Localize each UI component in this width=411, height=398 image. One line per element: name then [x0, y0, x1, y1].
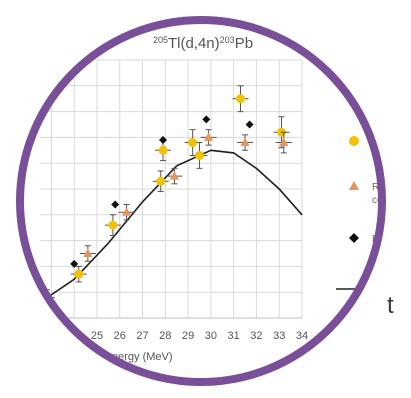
data-point-circle — [108, 220, 118, 230]
legend-label-2b: corr — [372, 195, 390, 206]
data-point-diamond — [202, 115, 211, 124]
chart-title: 205Tl(d,4n)203Pb — [153, 35, 253, 52]
data-point-diamond — [245, 120, 254, 129]
x-tick-label: 25 — [91, 330, 103, 342]
data-point-diamond — [159, 135, 168, 144]
x-tick-label: 26 — [114, 330, 126, 342]
x-tick-label: 29 — [182, 330, 194, 342]
legend-marker-circle — [349, 136, 359, 146]
title-mass1: 205 — [153, 35, 168, 45]
data-point-diamond — [70, 259, 79, 268]
fit-curve — [39, 149, 303, 304]
fit-curve-layer — [39, 149, 303, 304]
data-point-diamond — [111, 200, 120, 209]
ring-border — [16, 16, 386, 386]
legend-label-2: Reb — [372, 182, 391, 193]
data-point-circle — [188, 138, 198, 148]
data-point-triangle — [279, 137, 289, 147]
data-point-circle — [74, 269, 84, 279]
data-point-circle — [235, 94, 245, 104]
data-point-triangle — [83, 248, 93, 257]
legend-marker-triangle — [349, 181, 359, 190]
x-tick-labels: 24 25 26 27 28 29 30 31 32 33 34 — [68, 330, 308, 342]
title-reaction: Tl(d,4n) — [168, 35, 220, 52]
data-point-circle — [194, 150, 204, 160]
x-tick-label: 31 — [228, 330, 240, 342]
x-tick-label: 28 — [159, 330, 171, 342]
data-point-triangle — [169, 171, 179, 180]
x-tick-label: 32 — [250, 330, 262, 342]
data-point-circle — [158, 145, 168, 155]
x-tick-label: 33 — [273, 330, 285, 342]
title-product: Pb — [235, 35, 253, 52]
legend-line-label: t — [387, 292, 394, 319]
x-axis-label: nergy (MeV) — [112, 351, 173, 363]
x-tick-label: 27 — [136, 330, 148, 342]
data-point-triangle — [204, 132, 214, 141]
data-point-circle — [156, 176, 166, 186]
legend-marker-diamond — [349, 233, 359, 243]
x-tick-label: 30 — [205, 330, 217, 342]
x-tick-label: 34 — [296, 330, 308, 342]
data-point-triangle — [240, 137, 250, 147]
title-mass2: 203 — [220, 35, 235, 45]
data-point-triangle — [122, 207, 132, 216]
